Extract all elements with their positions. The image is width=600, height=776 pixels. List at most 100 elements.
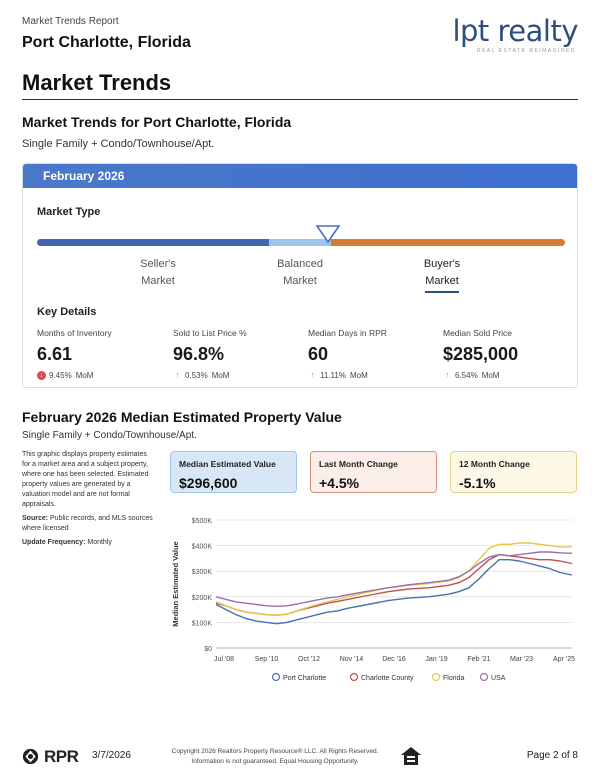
series-line-port-charlotte [215, 559, 573, 625]
report-label: Market Trends Report [22, 16, 119, 27]
arrow-up-icon: ↑ [310, 372, 315, 380]
buyer-market-option: Buyer's Market [397, 256, 487, 293]
x-tick-label: Feb '21 [467, 656, 490, 663]
key-detail-change: ↓ 9.45% MoM [37, 371, 167, 381]
twelve-month-change-label: 12 Month Change [459, 459, 530, 469]
buyer-market-line1: Buyer's [423, 258, 461, 270]
market-trends-card: February 2026 Market Type Seller's Marke… [22, 163, 578, 388]
legend-marker [349, 672, 359, 682]
series-line-usa [215, 551, 573, 608]
arrow-up-icon: ↑ [445, 372, 450, 380]
key-detail-name: Median Days in RPR [308, 328, 387, 338]
series-line-florida [215, 542, 572, 616]
description-text: This graphic displays property estimates… [22, 451, 149, 508]
legend-marker [271, 672, 281, 682]
x-tick-label: Jul '08 [214, 656, 234, 663]
source-note: Source: Public records, and MLS sources … [22, 514, 156, 534]
key-detail-name: Months of Inventory [37, 328, 112, 338]
key-detail-name: Sold to List Price % [173, 328, 247, 338]
change-value: 6.54% [455, 371, 478, 380]
copyright-line2: Information is not guaranteed. Equal Hou… [191, 758, 359, 765]
rpr-logo-icon [22, 748, 39, 765]
twelve-month-change-box: 12 Month Change -5.1% [450, 451, 577, 493]
y-tick-label: $200K [192, 595, 213, 602]
y-tick-label: $100K [192, 620, 213, 627]
key-detail-value: 96.8% [173, 344, 225, 364]
x-tick-label: Nov '14 [340, 656, 364, 663]
legend-label: USA [491, 675, 506, 682]
arrow-up-icon: ↑ [175, 372, 180, 380]
buyer-market-line2: Market [425, 273, 459, 293]
valuation-description: This graphic displays property estimates… [22, 450, 156, 552]
key-detail-value: $285,000 [443, 344, 519, 364]
market-indicator-icon [315, 225, 341, 244]
seller-market-line1: Seller's [140, 258, 176, 270]
equal-housing-icon [401, 747, 421, 765]
update-note: Update Frequency: Monthly [22, 538, 156, 548]
x-tick-label: Jan '19 [425, 656, 447, 663]
last-month-change-box: Last Month Change +4.5% [310, 451, 437, 493]
key-detail-value: 60 [308, 344, 329, 364]
update-label: Update Frequency: [22, 539, 86, 546]
section-title: Market Trends for Port Charlotte, Florid… [22, 114, 292, 130]
balanced-market-bar [269, 239, 331, 246]
key-details-label: Key Details [37, 306, 97, 318]
legend-label: Port Charlotte [283, 675, 326, 682]
source-text: Public records, and MLS sources where li… [22, 515, 153, 532]
buyer-market-bar [331, 239, 565, 246]
balanced-market-option: Balanced Market [255, 256, 345, 290]
title-divider [22, 99, 578, 100]
key-detail-change: ↑ 0.53% MoM [173, 371, 303, 380]
brand-logo: lpt realty REAL ESTATE REIMAGINED [448, 14, 578, 54]
y-tick-label: $500K [192, 518, 213, 525]
key-detail-sold-to-list: Sold to List Price % 96.8% ↑ 0.53% MoM [173, 328, 303, 380]
arrow-down-icon: ↓ [37, 371, 46, 381]
brand-logo-text: lpt realty [452, 14, 578, 48]
key-detail-change: ↑ 11.11% MoM [308, 371, 438, 380]
legend-label: Florida [443, 675, 465, 682]
brand-logo-subtext: REAL ESTATE REIMAGINED [476, 48, 576, 54]
x-tick-label: Mar '23 [510, 656, 533, 663]
seller-market-option: Seller's Market [113, 256, 203, 290]
y-tick-label: $0 [204, 646, 212, 653]
key-detail-days-in-rpr: Median Days in RPR 60 ↑ 11.11% MoM [308, 328, 438, 380]
update-text: Monthly [87, 539, 112, 546]
x-tick-label: Dec '16 [382, 656, 406, 663]
seller-market-bar [37, 239, 269, 246]
footer: RPR 3/7/2026 Copyright 2026 Realtors Pro… [0, 740, 600, 776]
legend-label: Charlotte County [361, 675, 414, 682]
x-tick-label: Sep '10 [255, 656, 279, 663]
legend-marker [431, 672, 441, 682]
median-value-chart: $500K $400K $300K $200K $100K $0 Median Estima… [171, 518, 575, 682]
change-period: MoM [481, 371, 500, 380]
key-detail-months-inventory: Months of Inventory 6.61 ↓ 9.45% MoM [37, 328, 167, 381]
page-title: Market Trends [22, 70, 172, 95]
change-value: 9.45% [49, 371, 72, 380]
y-tick-label: $300K [192, 569, 213, 576]
city-title: Port Charlotte, Florida [22, 34, 191, 51]
valuation-subtitle: Single Family + Condo/Townhouse/Apt. [22, 430, 197, 441]
change-period: MoM [211, 371, 230, 380]
rpr-logo-text: RPR [44, 747, 79, 766]
median-value: $296,600 [179, 475, 238, 491]
x-tick-label: Oct '12 [298, 656, 320, 663]
change-value: 0.53% [185, 371, 208, 380]
card-month: February 2026 [43, 169, 125, 183]
footer-date: 3/7/2026 [92, 750, 131, 761]
source-label: Source: [22, 515, 49, 522]
section-subtitle: Single Family + Condo/Townhouse/Apt. [22, 138, 215, 150]
change-period: MoM [349, 371, 368, 380]
change-value: 11.11% [320, 371, 346, 380]
card-header: February 2026 [23, 164, 577, 188]
last-month-change-value: +4.5% [319, 475, 360, 491]
key-detail-name: Median Sold Price [443, 328, 512, 338]
x-tick-label: Apr '25 [553, 656, 575, 663]
rpr-logo: RPR [22, 747, 92, 767]
key-detail-median-sold-price: Median Sold Price $285,000 ↑ 6.54% MoM [443, 328, 573, 380]
market-type-label: Market Type [37, 206, 101, 218]
y-tick-label: $400K [192, 544, 213, 551]
change-period: MoM [75, 371, 94, 380]
footer-copyright: Copyright 2026 Realtors Property Resourc… [150, 747, 400, 767]
legend-marker [479, 672, 489, 682]
y-axis-label: Median Estimated Value [171, 541, 180, 626]
